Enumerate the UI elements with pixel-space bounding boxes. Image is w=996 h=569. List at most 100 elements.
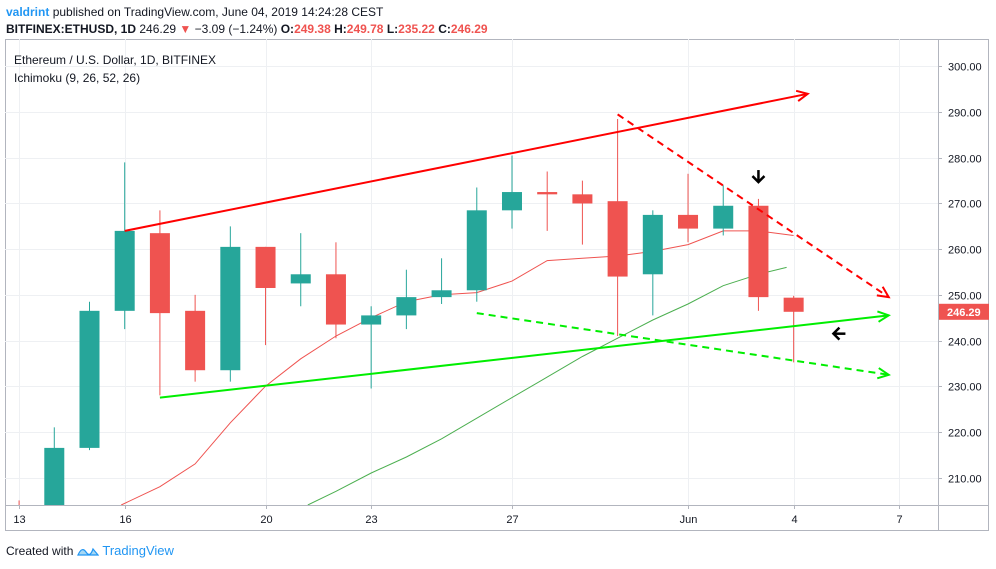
last-price-tag xyxy=(939,303,989,320)
last-price-tag-label: 246.29 xyxy=(947,307,981,319)
candle-body xyxy=(572,194,593,204)
candle-body xyxy=(501,192,522,211)
ichimoku-base-line xyxy=(307,266,787,505)
candle xyxy=(748,198,769,311)
time-axis[interactable]: 13 16 20 23 27 Jun 4 7 xyxy=(13,505,903,526)
candle xyxy=(185,294,206,382)
candle-body xyxy=(185,310,206,371)
green-dashed-trend-arrow-head xyxy=(876,367,891,380)
candle xyxy=(79,301,100,451)
red-trend-arrow xyxy=(124,89,810,232)
pointer-arrow-left xyxy=(831,326,846,341)
indicator-label: Ichimoku (9, 26, 52, 26) xyxy=(14,71,140,85)
candle xyxy=(642,210,663,316)
time-tick-label: 27 xyxy=(506,514,518,526)
price-tick-label: 270.00 xyxy=(948,199,982,211)
candle-body xyxy=(431,290,452,298)
candle xyxy=(290,233,311,307)
red-dashed-trend-arrow-head xyxy=(876,286,891,299)
price-tick-label: 210.00 xyxy=(948,474,982,486)
candle xyxy=(713,185,734,236)
time-tick-label: 20 xyxy=(260,514,272,526)
red-trend-arrow-shaft xyxy=(124,92,808,232)
price-tick-label: 250.00 xyxy=(948,291,982,303)
candle xyxy=(18,500,20,505)
open-label: O: xyxy=(280,22,295,36)
candle xyxy=(149,210,170,396)
candle xyxy=(678,173,699,243)
candle-body xyxy=(79,310,100,448)
pointer-head xyxy=(751,175,766,184)
tradingview-brand[interactable]: TradingView xyxy=(102,543,174,558)
footer: Created with TradingView xyxy=(6,543,174,558)
candle xyxy=(466,187,487,302)
time-tick-label: 13 xyxy=(13,514,25,526)
low-label: L: xyxy=(386,22,399,36)
candle-body xyxy=(361,315,382,325)
time-tick-label: 4 xyxy=(791,514,797,526)
published-text: published on TradingView.com, June 04, 2… xyxy=(52,5,384,19)
price-axis[interactable]: 210.00 220.00 230.00 240.00 250.00 260.00 270.… xyxy=(938,62,982,486)
symbol-info: BITFINEX:ETHUSD, 1D 246.29 ▼ −3.09 (−1.2… xyxy=(6,22,488,36)
low-value: 235.22 xyxy=(398,22,435,36)
close-value: 246.29 xyxy=(450,22,488,36)
green-trend-arrow xyxy=(159,310,891,399)
candle-body xyxy=(255,246,276,288)
candle-body xyxy=(290,274,311,284)
candle-body xyxy=(325,274,346,325)
price-tick-label: 230.00 xyxy=(948,382,982,394)
red-dashed-trend-arrow-shaft xyxy=(617,113,890,298)
candle-body xyxy=(642,214,663,275)
candle-body xyxy=(537,192,558,195)
price-tick-label: 220.00 xyxy=(948,428,982,440)
candle xyxy=(396,269,417,330)
candle xyxy=(783,295,804,363)
price-tick-label: 290.00 xyxy=(948,108,982,120)
high-label: H: xyxy=(334,22,347,36)
red-trend-arrow-head xyxy=(795,89,810,102)
plot-area[interactable] xyxy=(9,118,804,523)
green-trend-arrow-shaft xyxy=(159,314,889,399)
publish-info: valdrint published on TradingView.com, J… xyxy=(6,5,383,19)
ichimoku-conversion-line xyxy=(120,230,794,505)
red-dashed-trend-arrow xyxy=(617,113,891,299)
candle xyxy=(572,180,593,245)
candle-body xyxy=(396,297,417,316)
green-dashed-trend-arrow xyxy=(476,312,891,380)
chart-frame xyxy=(5,39,989,531)
time-tick-label: Jun xyxy=(680,514,698,526)
price-tick-label: 260.00 xyxy=(948,245,982,257)
candle xyxy=(607,118,628,336)
created-with-text: Created with xyxy=(6,543,74,558)
candle-body xyxy=(466,210,487,291)
green-dashed-trend-arrow-shaft xyxy=(476,312,889,376)
candle-body xyxy=(44,447,65,505)
price-tick-label: 300.00 xyxy=(948,62,982,74)
candle-body xyxy=(114,230,135,311)
candle xyxy=(44,427,65,505)
last-price: 246.29 xyxy=(139,22,177,36)
pointer-head xyxy=(831,326,841,341)
symbol: BITFINEX:ETHUSD, 1D xyxy=(6,22,137,36)
candle-body xyxy=(678,214,699,229)
price-change: −3.09 (−1.24%) xyxy=(194,22,278,36)
close-label: C: xyxy=(438,22,451,36)
candle-body xyxy=(607,201,628,277)
grid xyxy=(5,39,938,505)
price-tick-label: 240.00 xyxy=(948,337,982,349)
candle xyxy=(361,306,382,389)
time-tick-label: 16 xyxy=(119,514,131,526)
candle xyxy=(220,226,241,382)
price-tick-label: 280.00 xyxy=(948,154,982,166)
high-value: 249.78 xyxy=(346,22,384,36)
candle xyxy=(537,171,558,231)
candle xyxy=(325,242,346,339)
candle-body xyxy=(748,205,769,298)
author-name[interactable]: valdrint xyxy=(6,5,50,19)
candle xyxy=(431,258,452,304)
open-value: 249.38 xyxy=(294,22,331,36)
drawings[interactable] xyxy=(124,89,891,399)
tradingview-logo-icon xyxy=(77,547,100,556)
pointer-arrow-down xyxy=(751,170,766,184)
